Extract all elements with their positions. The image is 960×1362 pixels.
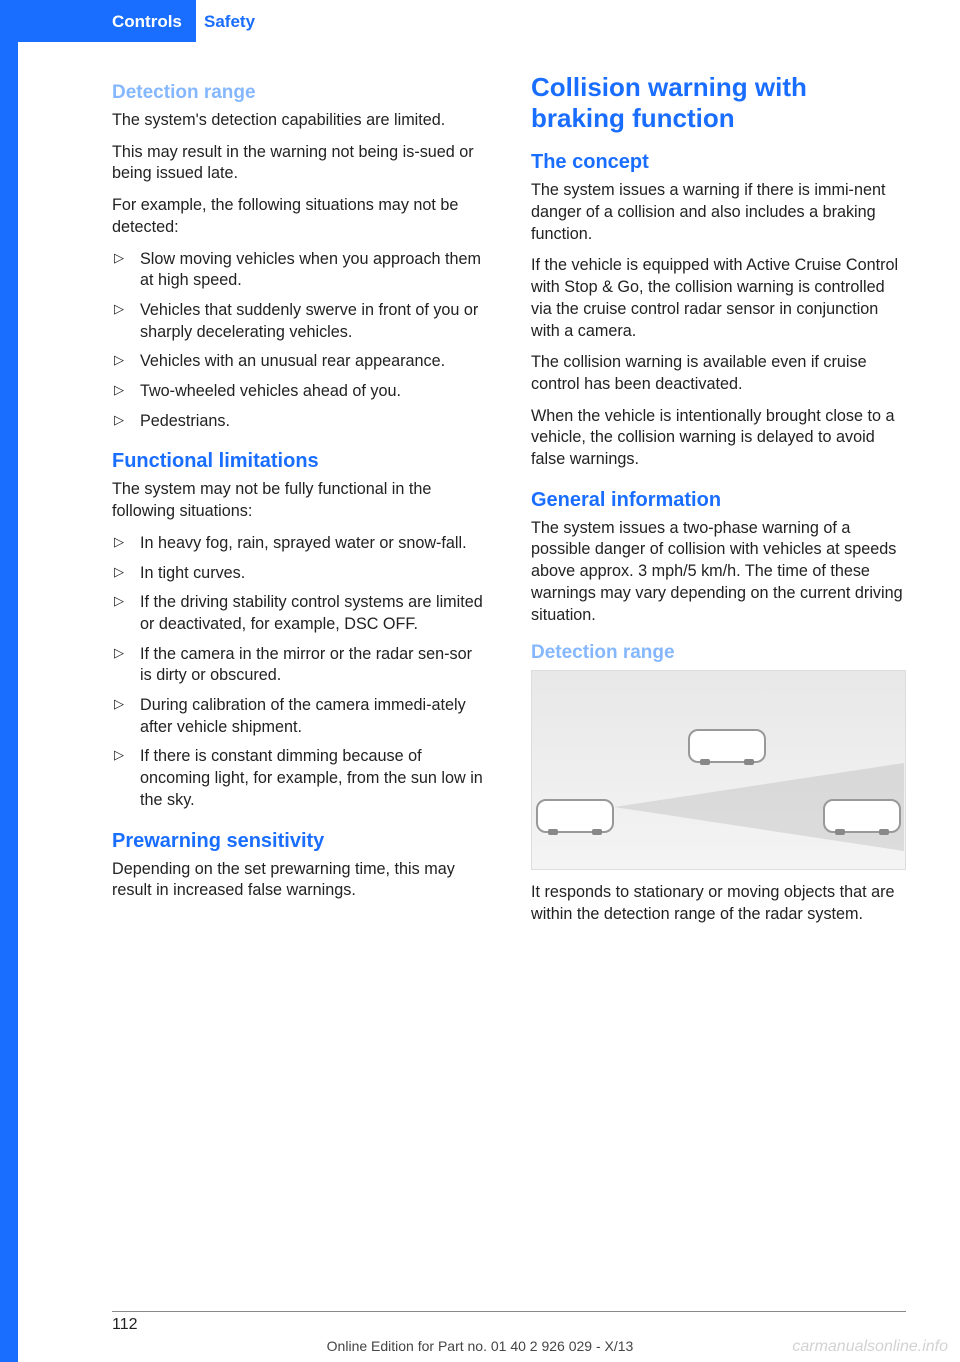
para: When the vehicle is intentionally brough… [531,406,906,471]
list-item: If there is constant dimming because of … [112,746,487,811]
heading-functional-limitations: Functional limitations [112,450,487,473]
list-item: Slow moving vehicles when you approach t… [112,249,487,292]
para: The system may not be fully functional i… [112,479,487,522]
list-item: If the driving stability control systems… [112,592,487,635]
list-item: Vehicles that suddenly swerve in front o… [112,300,487,343]
list-item: Pedestrians. [112,411,487,433]
footer-divider [112,1311,906,1312]
page-content: Detection range The system's detection c… [0,66,960,936]
header: Controls Safety [0,0,960,42]
list-item: If the camera in the mirror or the radar… [112,644,487,687]
right-column: Collision warning with braking function … [531,66,906,936]
heading-prewarning: Prewarning sensitivity [112,830,487,853]
para: For example, the following situations ma… [112,195,487,238]
list-item: During calibration of the camera immedi‐… [112,695,487,738]
header-subsection: Safety [196,12,255,32]
page-number: 112 [112,1316,138,1334]
left-column: Detection range The system's detection c… [112,66,487,936]
para: The system's detection capabilities are … [112,110,487,132]
heading-the-concept: The concept [531,151,906,174]
list-item: In heavy fog, rain, sprayed water or sno… [112,533,487,555]
heading-general-info: General information [531,489,906,512]
detection-range-diagram [531,670,906,870]
para: It responds to stationary or moving obje… [531,882,906,925]
detection-bullet-list: Slow moving vehicles when you approach t… [112,249,487,433]
para: The system issues a two-phase warning of… [531,518,906,627]
header-section: Controls [0,0,196,42]
para: This may result in the warning not being… [112,142,487,185]
car-outside-range-icon [688,729,766,763]
heading-detection-range: Detection range [112,82,487,104]
heading-collision-warning: Collision warning with braking function [531,72,906,133]
car-ego-icon [536,799,614,833]
list-item: Two-wheeled vehicles ahead of you. [112,381,487,403]
para: The system issues a warning if there is … [531,180,906,245]
para: Depending on the set prewarning time, th… [112,859,487,902]
list-item: Vehicles with an unusual rear appearance… [112,351,487,373]
list-item: In tight curves. [112,563,487,585]
functional-bullet-list: In heavy fog, rain, sprayed water or sno… [112,533,487,812]
car-in-range-icon [823,799,901,833]
heading-detection-range-right: Detection range [531,642,906,664]
watermark-text: carmanualsonline.info [792,1338,948,1356]
para: If the vehicle is equipped with Active C… [531,255,906,342]
para: The collision warning is available even … [531,352,906,395]
